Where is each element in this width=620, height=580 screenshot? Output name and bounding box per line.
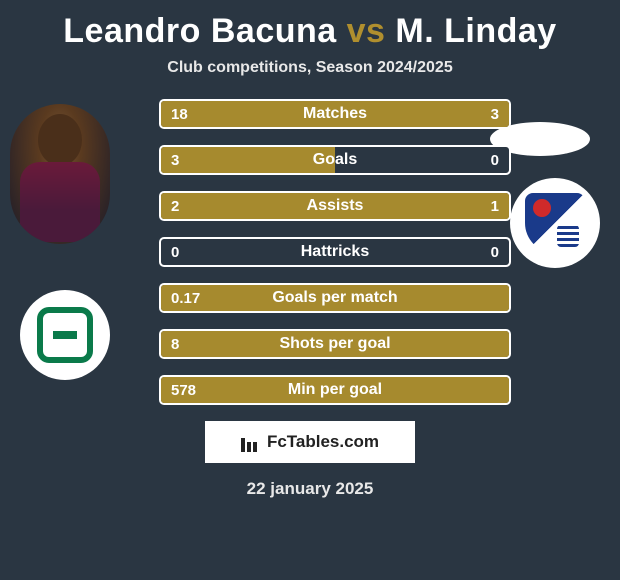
logo-box: FcTables.com xyxy=(205,421,415,463)
stat-label: Matches xyxy=(161,101,509,127)
page-title: Leandro Bacuna vs M. Linday xyxy=(0,12,620,51)
stat-label: Goals per match xyxy=(161,285,509,311)
stat-label: Goals xyxy=(161,147,509,173)
player1-body xyxy=(20,162,100,242)
vs-text: vs xyxy=(347,12,386,50)
stat-label: Shots per goal xyxy=(161,331,509,357)
club-badge-right-icon xyxy=(525,193,585,253)
stat-row: 0Hattricks0 xyxy=(159,237,511,267)
stat-value-right: 0 xyxy=(491,147,499,173)
club-badge-left xyxy=(20,290,110,380)
subtitle: Club competitions, Season 2024/2025 xyxy=(0,59,620,77)
stat-row: 18Matches3 xyxy=(159,99,511,129)
stat-label: Min per goal xyxy=(161,377,509,403)
player1-head xyxy=(38,114,82,166)
player1-photo xyxy=(10,104,110,244)
stat-value-right: 3 xyxy=(491,101,499,127)
stat-row: 2Assists1 xyxy=(159,191,511,221)
stat-value-right: 1 xyxy=(491,193,499,219)
stat-row: 8Shots per goal xyxy=(159,329,511,359)
stat-label: Hattricks xyxy=(161,239,509,265)
stat-value-right: 0 xyxy=(491,239,499,265)
logo-text: FcTables.com xyxy=(267,432,379,452)
stat-label: Assists xyxy=(161,193,509,219)
stat-row: 0.17Goals per match xyxy=(159,283,511,313)
date-text: 22 january 2025 xyxy=(0,479,620,499)
fctables-icon xyxy=(241,432,261,452)
stats-bars: 18Matches33Goals02Assists10Hattricks00.1… xyxy=(159,99,511,405)
stat-row: 3Goals0 xyxy=(159,145,511,175)
stat-row: 578Min per goal xyxy=(159,375,511,405)
player1-name: Leandro Bacuna xyxy=(63,12,336,50)
infographic-container: Leandro Bacuna vs M. Linday Club competi… xyxy=(0,0,620,580)
player2-name: M. Linday xyxy=(395,12,556,50)
club-badge-right xyxy=(510,178,600,268)
club-badge-left-icon xyxy=(37,307,93,363)
